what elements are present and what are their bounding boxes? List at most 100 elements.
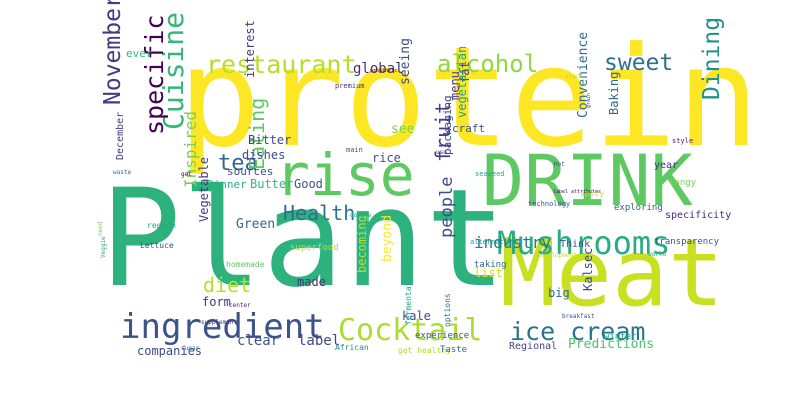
- cloud-word: waste: [113, 169, 131, 176]
- cloud-word: restaurant: [206, 50, 357, 79]
- cloud-word: diet: [203, 273, 251, 297]
- cloud-word: seaweed: [475, 170, 505, 178]
- cloud-word: fruit: [431, 102, 455, 162]
- cloud-word: homemade: [226, 260, 265, 269]
- cloud-word: get healthy: [398, 346, 451, 355]
- cloud-word: Lettuce: [140, 241, 174, 250]
- cloud-word: DRINK: [482, 140, 693, 222]
- cloud-word: Inspired: [181, 111, 200, 188]
- cloud-word: tangy: [669, 178, 697, 188]
- cloud-word: interest: [243, 20, 257, 78]
- cloud-word: Health: [283, 201, 355, 225]
- cloud-word: Vegetable: [197, 157, 211, 222]
- cloud-word: alcohol: [437, 50, 538, 78]
- cloud-word: industry: [474, 233, 551, 252]
- cloud-word: label attributes: [553, 189, 601, 195]
- cloud-word: list: [474, 266, 503, 280]
- cloud-word: Dinner: [207, 178, 247, 191]
- cloud-word: Hot: [554, 161, 565, 168]
- cloud-word: ever: [126, 47, 153, 60]
- cloud-word: year: [654, 160, 678, 171]
- cloud-word: technology: [528, 200, 570, 208]
- cloud-word: African: [335, 343, 369, 352]
- cloud-word: seeing: [398, 38, 413, 85]
- cloud-word: experience: [415, 331, 469, 341]
- cloud-word: Cuisine: [157, 12, 190, 130]
- cloud-word: breakfast: [562, 313, 595, 320]
- cloud-word: craft: [452, 122, 485, 135]
- cloud-word: Predictions: [568, 337, 654, 352]
- cloud-word: need: [97, 221, 104, 236]
- cloud-word: Plant: [100, 160, 506, 317]
- cloud-word: companies: [137, 344, 202, 358]
- cloud-word: Dining: [699, 17, 725, 100]
- cloud-word: world: [648, 251, 666, 258]
- cloud-word: people: [437, 177, 457, 238]
- cloud-word: get: [181, 171, 192, 178]
- cloud-word: superfood: [290, 243, 339, 253]
- cloud-word: Convenience: [576, 32, 591, 118]
- cloud-word: rice: [372, 151, 401, 165]
- cloud-word: specificity: [665, 210, 731, 221]
- cloud-word: main: [346, 146, 363, 154]
- cloud-word: Regional: [509, 341, 557, 352]
- cloud-word: menu: [448, 71, 462, 100]
- cloud-word: probiotic: [370, 68, 397, 74]
- cloud-word: Kalsec: [581, 248, 595, 291]
- cloud-word: specific: [140, 15, 169, 135]
- cloud-word: becoming: [355, 215, 369, 273]
- cloud-word: ice cream: [510, 317, 645, 346]
- cloud-word: big: [548, 286, 570, 300]
- cloud-word: Think: [560, 239, 590, 250]
- cloud-word: November: [100, 0, 126, 105]
- cloud-word: center: [229, 302, 251, 309]
- cloud-word: premium: [335, 82, 365, 90]
- cloud-word: label: [298, 333, 340, 349]
- cloud-word: Taste: [440, 345, 467, 355]
- cloud-word: clear: [237, 333, 279, 349]
- cloud-word: transparency: [654, 237, 720, 247]
- cloud-word: region: [147, 221, 176, 230]
- cloud-word: dishes: [242, 148, 285, 162]
- cloud-word: Baking: [607, 72, 621, 115]
- cloud-word: supplement: [201, 319, 238, 326]
- cloud-word: December: [115, 112, 126, 160]
- cloud-word: fermentation: [404, 267, 413, 325]
- cloud-word: kale: [402, 309, 431, 323]
- cloud-word: Eating: [245, 98, 269, 170]
- cloud-word: form: [202, 295, 231, 309]
- cloud-word: winter: [604, 332, 637, 342]
- cloud-word: beyond: [380, 215, 395, 262]
- cloud-word: made: [297, 275, 326, 289]
- cloud-word: tea: [218, 151, 258, 176]
- cloud-word: exploring: [614, 203, 663, 213]
- cloud-word: Bitter: [248, 133, 291, 147]
- cloud-word: use: [436, 149, 447, 156]
- cloud-word: packaging: [441, 95, 454, 155]
- cloud-word: spicy: [580, 189, 604, 198]
- cloud-word: Cocktail: [338, 313, 483, 348]
- cloud-word: Butter: [250, 177, 293, 191]
- cloud-word: global: [353, 61, 404, 77]
- cloud-word: snack: [565, 73, 583, 80]
- cloud-word: taking: [474, 260, 507, 270]
- cloud-word: Green: [236, 217, 275, 232]
- cloud-word: Good: [294, 177, 323, 191]
- cloud-word: Mushrooms: [497, 224, 670, 262]
- cloud-word: sugar: [181, 345, 199, 352]
- cloud-word: fat: [458, 61, 472, 83]
- cloud-word: style: [672, 137, 693, 145]
- cloud-word: vegetarian: [455, 46, 469, 118]
- cloud-word: options: [443, 293, 452, 327]
- cloud-word: ingredient: [120, 307, 325, 347]
- cloud-word: see: [391, 122, 415, 137]
- cloud-word: alternatives: [470, 238, 521, 246]
- cloud-word: development: [537, 252, 577, 259]
- cloud-word: rise: [275, 141, 415, 209]
- cloud-word: sources: [227, 165, 273, 178]
- cloud-word: protein: [178, 17, 760, 178]
- cloud-word: Meat: [500, 219, 724, 327]
- cloud-word: grain: [586, 93, 592, 108]
- cloud-word: sweet: [604, 50, 673, 76]
